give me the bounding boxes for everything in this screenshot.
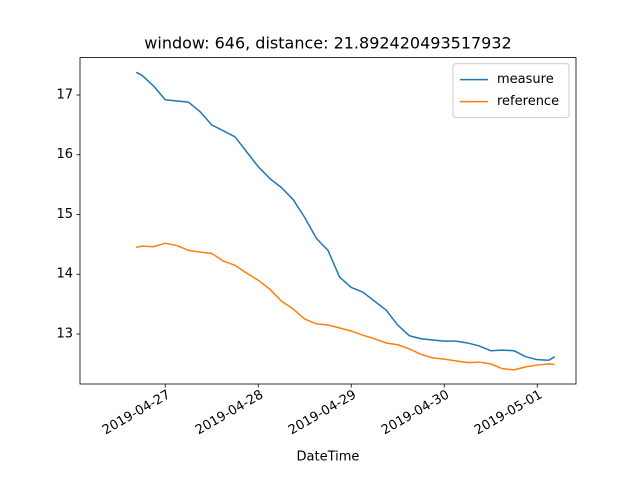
y-tick-label: 13 [56, 326, 73, 341]
y-tick-label: 15 [56, 207, 73, 222]
x-tick-label: 2019-05-01 [472, 388, 545, 439]
x-tick-label: 2019-04-30 [379, 388, 452, 439]
data-line [135, 71, 556, 362]
plot-frame [79, 57, 577, 385]
legend: measure reference [452, 63, 570, 119]
x-tick-label: 2019-04-28 [193, 388, 266, 439]
legend-label: reference [497, 94, 559, 109]
x-axis-label: DateTime [297, 450, 360, 465]
x-tick-label: 2019-04-27 [100, 388, 173, 439]
y-tick-label: 17 [56, 88, 73, 103]
x-tick-label: 2019-04-29 [286, 388, 359, 439]
legend-label: measure [497, 72, 554, 87]
data-line [136, 242, 555, 371]
y-tick-label: 16 [56, 147, 73, 162]
legend-box [452, 63, 570, 119]
chart-title: window: 646, distance: 21.89242049351793… [144, 34, 511, 53]
y-tick-label: 14 [56, 267, 73, 282]
